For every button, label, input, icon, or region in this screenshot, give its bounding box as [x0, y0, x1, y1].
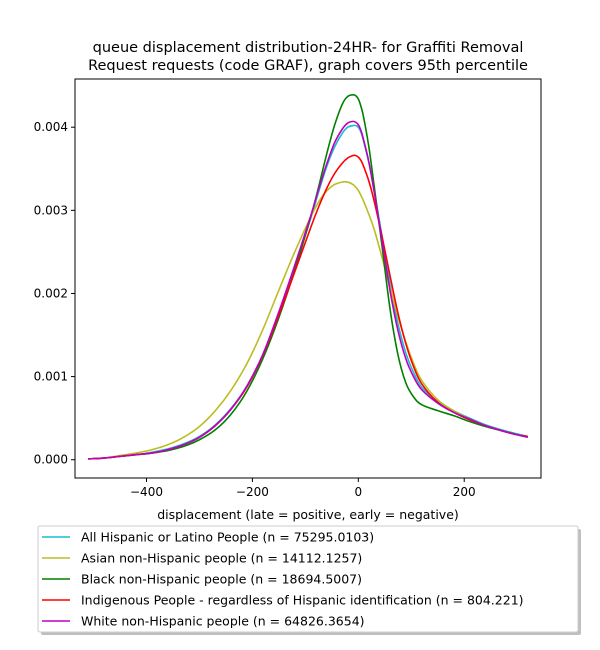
- y-tick-label: 0.004: [34, 120, 68, 134]
- legend: All Hispanic or Latino People (n = 75295…: [37, 525, 581, 635]
- plot-area: [75, 79, 541, 478]
- x-tick-label: −200: [236, 485, 269, 499]
- y-tick-label: 0.003: [34, 203, 68, 217]
- series-layer: [88, 93, 528, 460]
- x-tick-label: 200: [453, 485, 476, 499]
- legend-label: White non-Hispanic people (n = 64826.365…: [81, 614, 365, 629]
- legend-label: Indigenous People - regardless of Hispan…: [81, 593, 524, 608]
- x-axis-label: displacement (late = positive, early = n…: [157, 507, 459, 522]
- plot-frame: [74, 78, 542, 479]
- legend-items: All Hispanic or Latino People (n = 75295…: [42, 530, 524, 629]
- legend-label: All Hispanic or Latino People (n = 75295…: [81, 530, 374, 545]
- x-tick-label: 0: [354, 485, 362, 499]
- legend-label: Black non-Hispanic people (n = 18694.500…: [81, 572, 362, 587]
- y-tick-label: 0.001: [34, 370, 68, 384]
- chart-title-line-2: Request requests (code GRAF), graph cove…: [88, 58, 528, 74]
- series-line-5: [88, 120, 528, 460]
- series-line-3: [88, 93, 528, 460]
- legend-label: Asian non-Hispanic people (n = 14112.125…: [81, 551, 362, 566]
- series-line-2: [88, 180, 528, 460]
- legend-box: [37, 525, 579, 633]
- x-axis: −400 −200 0 200: [130, 478, 476, 499]
- chart-title-line-1: queue displacement distribution-24HR- fo…: [93, 40, 524, 56]
- y-tick-label: 0.000: [34, 453, 68, 467]
- x-tick-label: −400: [130, 485, 163, 499]
- y-axis: 0.000 0.001 0.002 0.003 0.004: [34, 120, 75, 467]
- y-tick-label: 0.002: [34, 286, 68, 300]
